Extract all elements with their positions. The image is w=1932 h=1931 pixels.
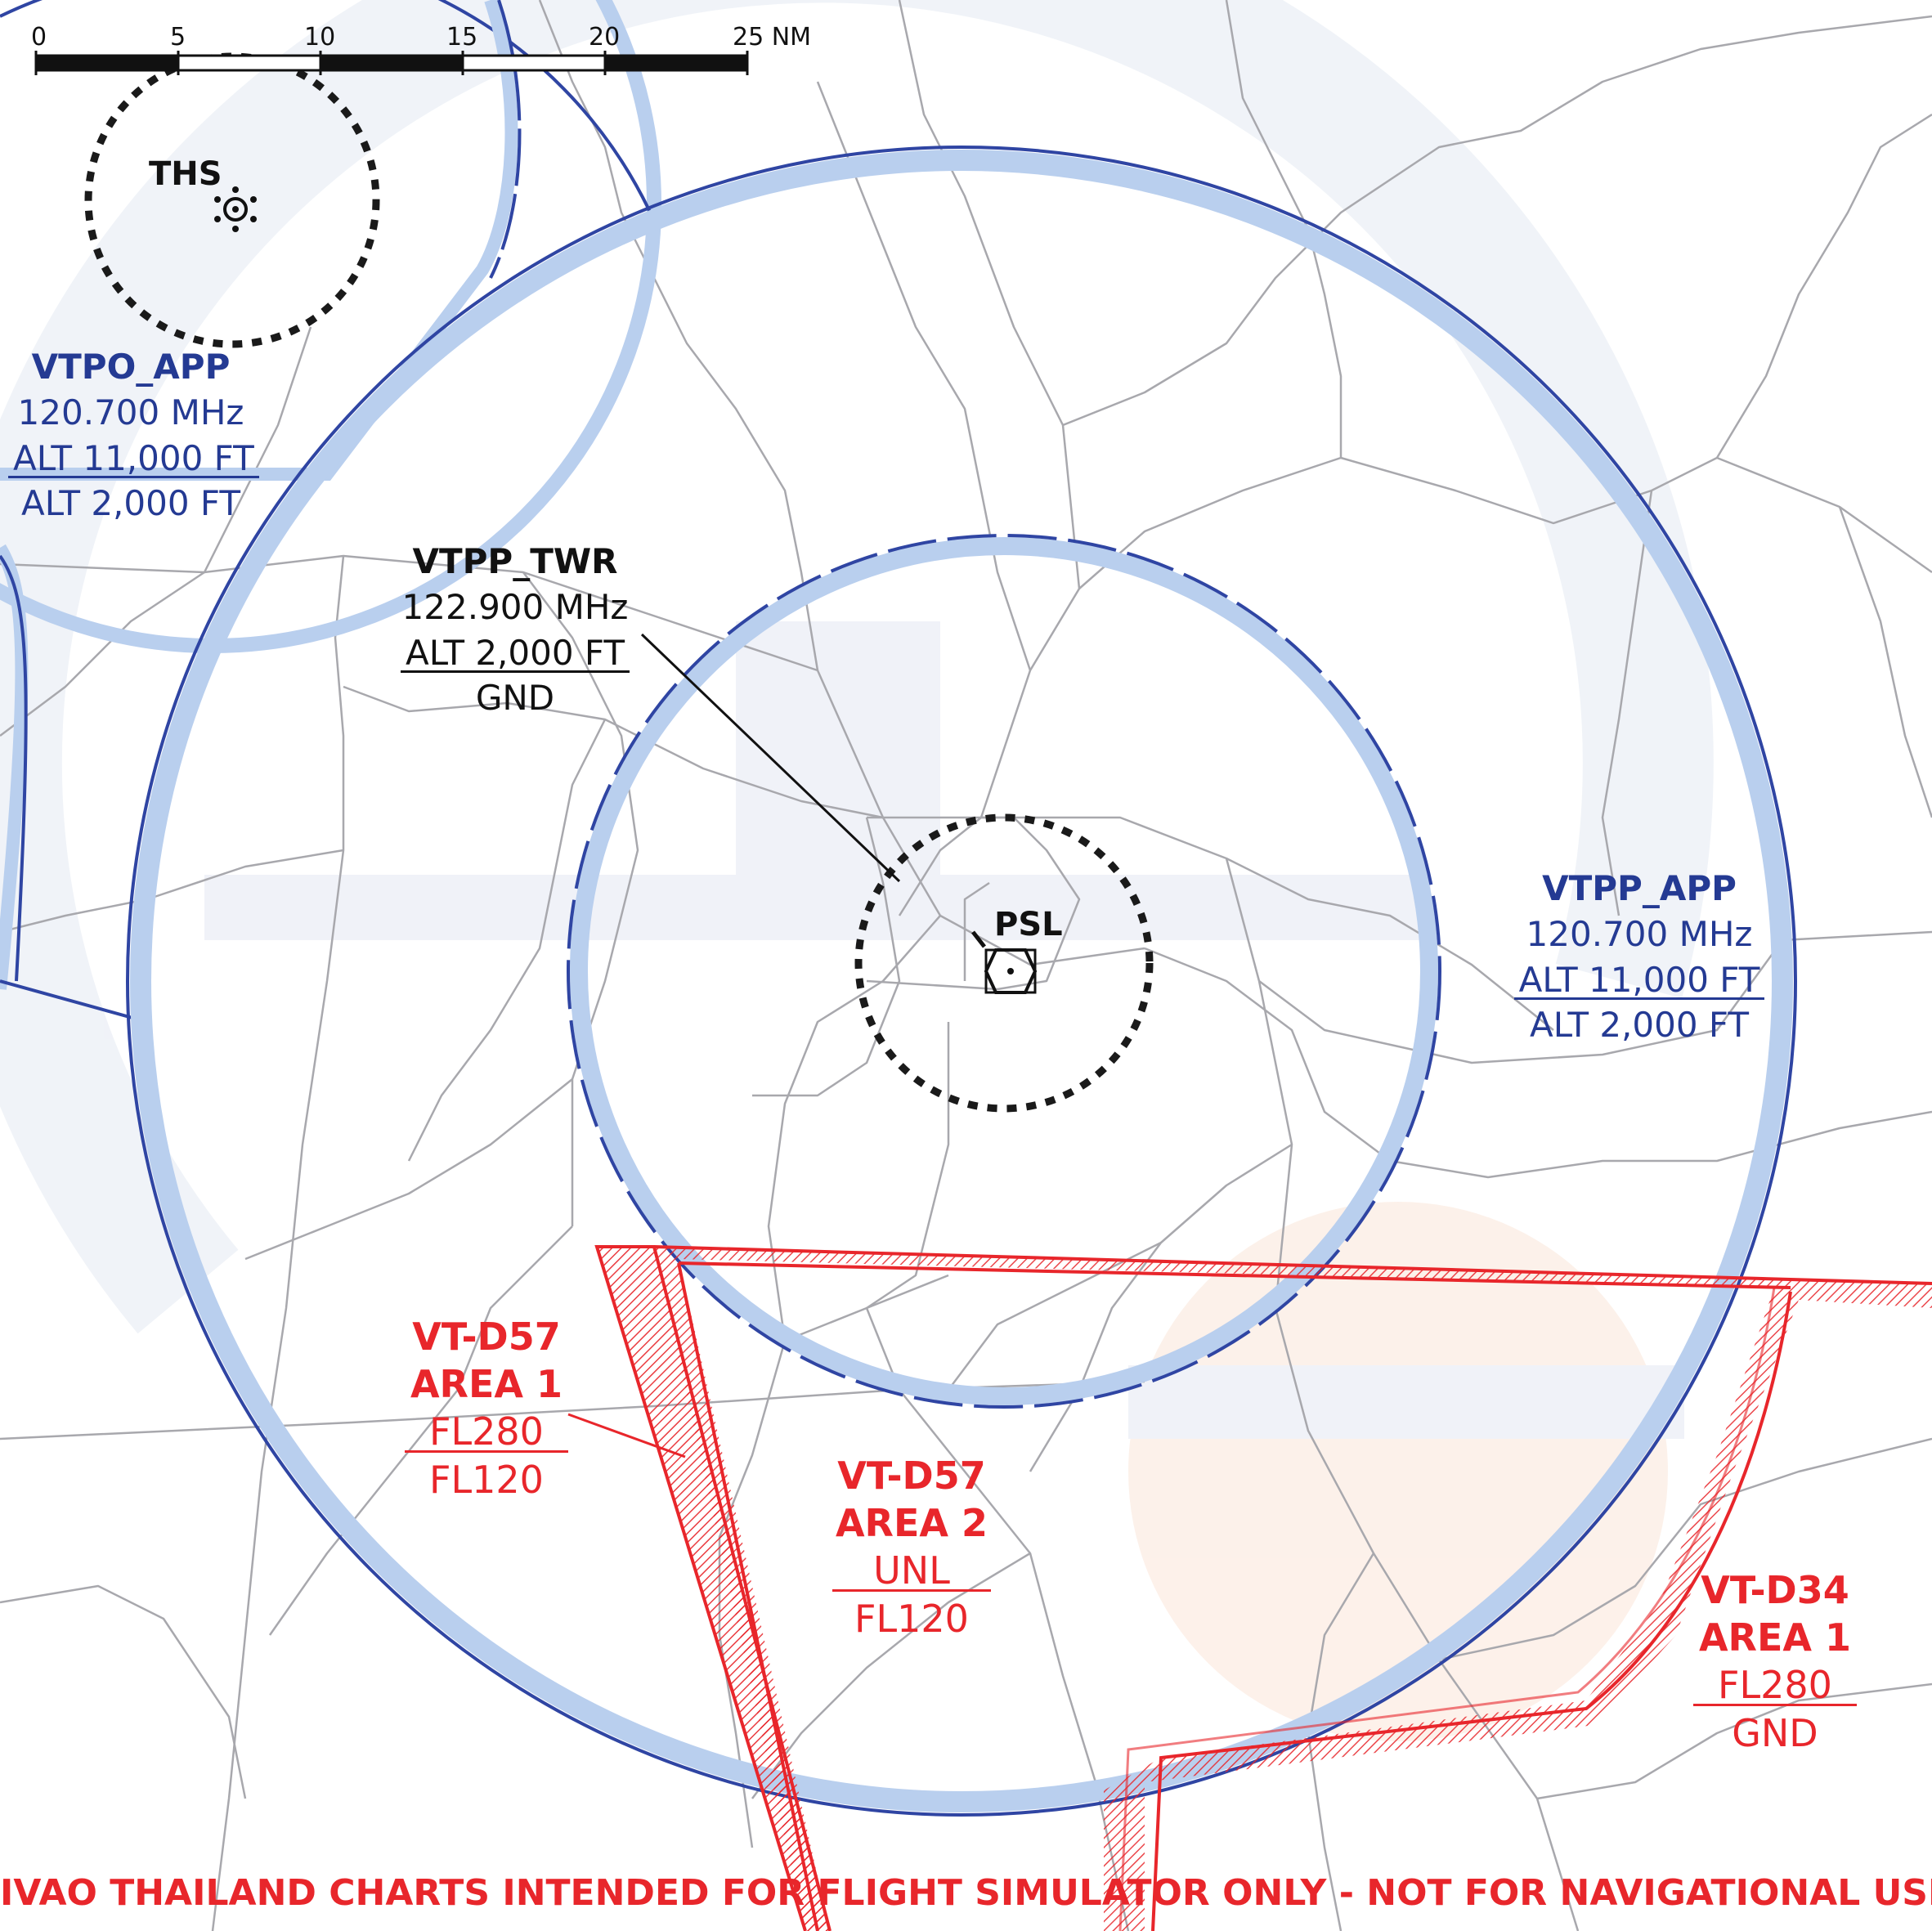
d57-area2-lower: FL120 xyxy=(854,1597,969,1641)
vtpo-twr-ring xyxy=(84,52,380,348)
vtpp-inner-ring xyxy=(567,534,1441,1409)
vtpo-app-label: VTPO_APP 120.700 MHz ALT 11,000 FT ALT 2… xyxy=(8,347,259,523)
d57-area2-area: AREA 2 xyxy=(835,1501,988,1545)
twr-leader xyxy=(640,633,901,883)
vtpp-app-upper: ALT 11,000 FT xyxy=(1513,963,1765,1000)
d57-area2-upper: UNL xyxy=(832,1552,991,1592)
d57-area1-upper: FL280 xyxy=(405,1413,568,1453)
vtpo-app-upper: ALT 11,000 FT xyxy=(8,441,259,478)
scale-bar xyxy=(34,51,749,75)
psl-navaid-icon xyxy=(971,930,1038,994)
d57-area1-name: VT-D57 xyxy=(412,1315,561,1359)
vtpp-twr-freq: 122.900 MHz xyxy=(401,587,629,627)
vtpp-app-label: VTPP_APP 120.700 MHz ALT 11,000 FT ALT 2… xyxy=(1508,871,1770,1042)
disclaimer-footer: IVAO THAILAND CHARTS INTENDED FOR FLIGHT… xyxy=(0,1872,1932,1914)
scale-tick-15: 15 xyxy=(446,23,478,52)
psl-label: PSL xyxy=(994,906,1063,943)
vtpo-app-lower: ALT 2,000 FT xyxy=(20,483,241,523)
scale-tick-20: 20 xyxy=(589,23,621,52)
vtpo-app-name: VTPO_APP xyxy=(31,347,231,387)
vtpp-twr-ring xyxy=(854,813,1154,1113)
vtpp-app-lower: ALT 2,000 FT xyxy=(1529,1005,1750,1045)
vtpp-twr-name: VTPP_TWR xyxy=(412,541,618,581)
d57-area2-name: VT-D57 xyxy=(837,1454,986,1498)
vtpp-app-name: VTPP_APP xyxy=(1542,868,1737,908)
scale-tick-5: 5 xyxy=(170,23,186,52)
vt-d57-area2 xyxy=(653,1245,1932,1931)
vtpp-app-boundary xyxy=(126,146,1797,1817)
ths-navaid-icon xyxy=(214,186,257,232)
vtpp-twr-label: VTPP_TWR 122.900 MHz ALT 2,000 FT GND xyxy=(384,544,646,715)
d57-area1-area: AREA 1 xyxy=(410,1362,563,1406)
ths-label: THS xyxy=(149,155,222,193)
d34-area1-name: VT-D34 xyxy=(1701,1568,1849,1612)
d57-area1-lower: FL120 xyxy=(429,1458,544,1502)
scale-tick-10: 10 xyxy=(304,23,336,52)
d57-area1-leader xyxy=(567,1413,686,1458)
d34-area1-lower: GND xyxy=(1732,1711,1818,1755)
d34-area1-label: VT-D34 AREA 1 FL280 GND xyxy=(1673,1571,1877,1752)
vtpp-twr-upper: ALT 2,000 FT xyxy=(400,636,630,673)
vtpp-twr-lower: GND xyxy=(475,678,555,718)
d34-area1-area: AREA 1 xyxy=(1698,1615,1852,1660)
d34-area1-upper: FL280 xyxy=(1693,1666,1857,1706)
d57-area2-label: VT-D57 AREA 2 UNL FL120 xyxy=(809,1457,1014,1638)
d57-area1-label: VT-D57 AREA 1 FL280 FL120 xyxy=(384,1318,589,1499)
vtpo-app-freq: 120.700 MHz xyxy=(17,392,244,432)
scale-tick-0: 0 xyxy=(31,23,47,52)
scale-tick-25: 25 NM xyxy=(733,23,812,52)
vtpp-app-freq: 120.700 MHz xyxy=(1526,914,1753,954)
